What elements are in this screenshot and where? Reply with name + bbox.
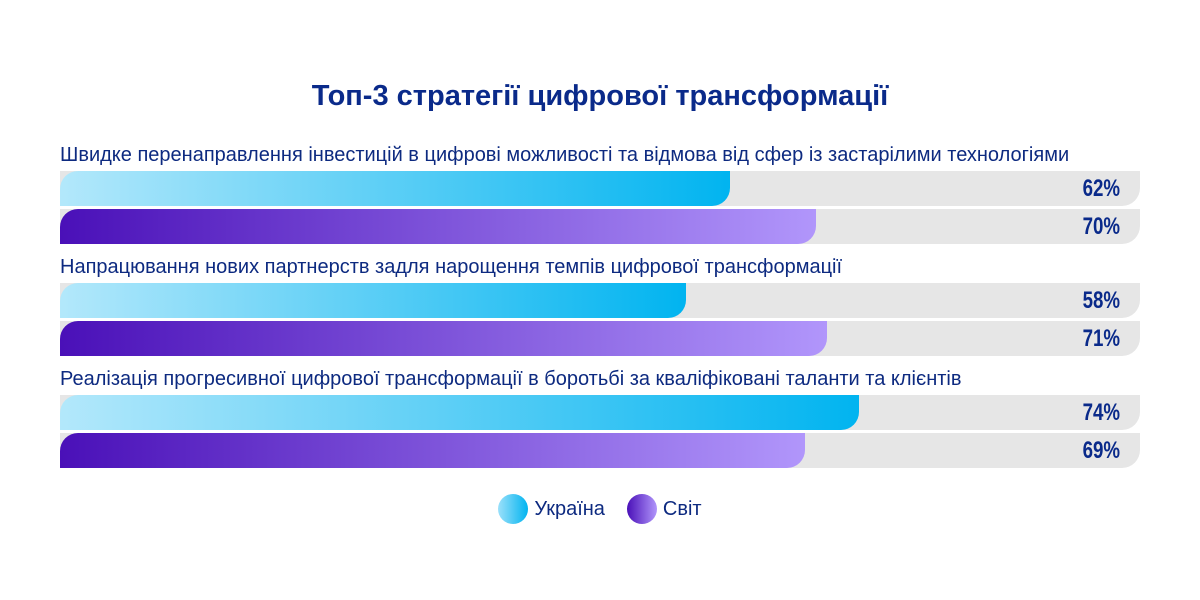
legend-label: Світ <box>662 497 702 520</box>
legend-label: Україна <box>534 497 605 520</box>
bar-track: 70% <box>60 209 1140 244</box>
legend-swatch-ukraine <box>498 494 529 524</box>
data-label: 69% <box>1082 437 1120 464</box>
category-label: Напрацювання нових партнерств задля наро… <box>60 256 843 278</box>
legend-item-ukraine: Україна <box>498 494 605 524</box>
bar-track: 62% <box>60 171 1140 206</box>
data-label: 58% <box>1082 287 1120 314</box>
category-label: Реалізація прогресивної цифрової трансфо… <box>60 368 962 390</box>
data-label: 62% <box>1082 175 1120 202</box>
bar-ukraine <box>60 395 860 430</box>
bar-track: 58% <box>60 283 1140 318</box>
bar-world <box>60 209 816 244</box>
chart-title: Топ-3 стратегії цифрової трансформації <box>311 80 889 112</box>
bar-track: 71% <box>60 321 1140 356</box>
bar-world <box>60 321 827 356</box>
data-label: 70% <box>1082 213 1120 240</box>
data-label: 74% <box>1082 399 1120 426</box>
bar-ukraine <box>60 283 687 318</box>
legend: Україна Світ <box>0 494 1200 524</box>
legend-swatch-world <box>626 494 657 524</box>
bar-track: 69% <box>60 433 1140 468</box>
legend-item-world: Світ <box>626 494 702 524</box>
bar-world <box>60 433 806 468</box>
data-label: 71% <box>1082 325 1120 352</box>
bar-track: 74% <box>60 395 1140 430</box>
bar-ukraine <box>60 171 730 206</box>
category-label: Швидке перенаправлення інвестицій в цифр… <box>60 144 1070 166</box>
